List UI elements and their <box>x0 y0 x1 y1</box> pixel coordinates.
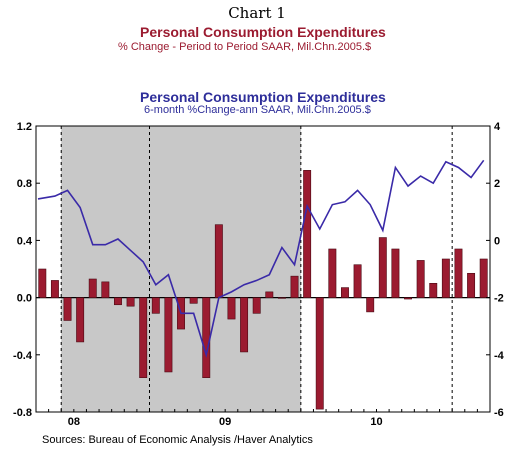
right-axis-label: -6 <box>494 407 504 419</box>
right-axis-label: 4 <box>494 121 501 133</box>
bar <box>441 258 450 298</box>
series1-subtitle: % Change - Period to Period SAAR, Mil.Ch… <box>118 41 372 53</box>
bar <box>467 272 476 298</box>
bar <box>479 258 488 298</box>
left-axis-label: -0.4 <box>13 350 33 362</box>
bar <box>454 248 463 298</box>
bar <box>227 297 236 320</box>
right-axis-label: -4 <box>494 350 505 362</box>
x-tick-label: 08 <box>68 416 80 428</box>
chart-title: Chart 1 <box>228 4 286 22</box>
bar <box>189 297 198 304</box>
recession-shading <box>61 126 301 412</box>
left-axis-label: -0.8 <box>13 407 32 419</box>
x-tick-label: 09 <box>219 416 231 428</box>
bar <box>76 297 85 343</box>
bar <box>88 278 97 298</box>
bar <box>290 275 299 298</box>
bar <box>38 268 47 298</box>
bar <box>63 297 72 321</box>
right-axis-label: -2 <box>494 293 504 305</box>
left-axis-label: 0.0 <box>17 293 32 305</box>
bar <box>214 224 223 298</box>
sources-note: Sources: Bureau of Economic Analysis /Ha… <box>42 434 313 446</box>
series1-title: Personal Consumption Expenditures <box>140 24 386 40</box>
bar <box>404 297 412 300</box>
x-tick-label: 10 <box>370 416 382 428</box>
bar <box>416 260 425 298</box>
bar <box>341 287 349 298</box>
bar <box>126 297 135 307</box>
bar <box>50 280 59 298</box>
bar <box>139 297 148 378</box>
right-axis-label: 0 <box>494 235 500 247</box>
bar <box>252 297 261 314</box>
bar <box>378 237 387 298</box>
series-line <box>37 159 485 358</box>
bar <box>151 297 160 314</box>
bar <box>429 282 438 298</box>
left-axis-label: 1.2 <box>17 121 32 133</box>
bar <box>366 297 375 313</box>
bar <box>391 248 400 298</box>
bar <box>328 248 337 298</box>
bar <box>265 291 274 298</box>
bar <box>202 297 211 378</box>
left-axis-label: 0.8 <box>17 178 32 190</box>
bar <box>101 281 110 298</box>
bar <box>164 297 173 373</box>
bar <box>277 297 286 299</box>
bar <box>315 297 324 410</box>
series2-subtitle: 6-month %Change-ann SAAR, Mil.Chn.2005.$ <box>144 104 371 116</box>
bar <box>303 170 312 298</box>
series2-title: Personal Consumption Expenditures <box>140 89 386 105</box>
bar <box>114 297 122 306</box>
left-axis-label: 0.4 <box>17 235 33 247</box>
bar <box>353 264 362 298</box>
right-axis-label: 2 <box>494 178 500 190</box>
bar <box>240 297 249 353</box>
